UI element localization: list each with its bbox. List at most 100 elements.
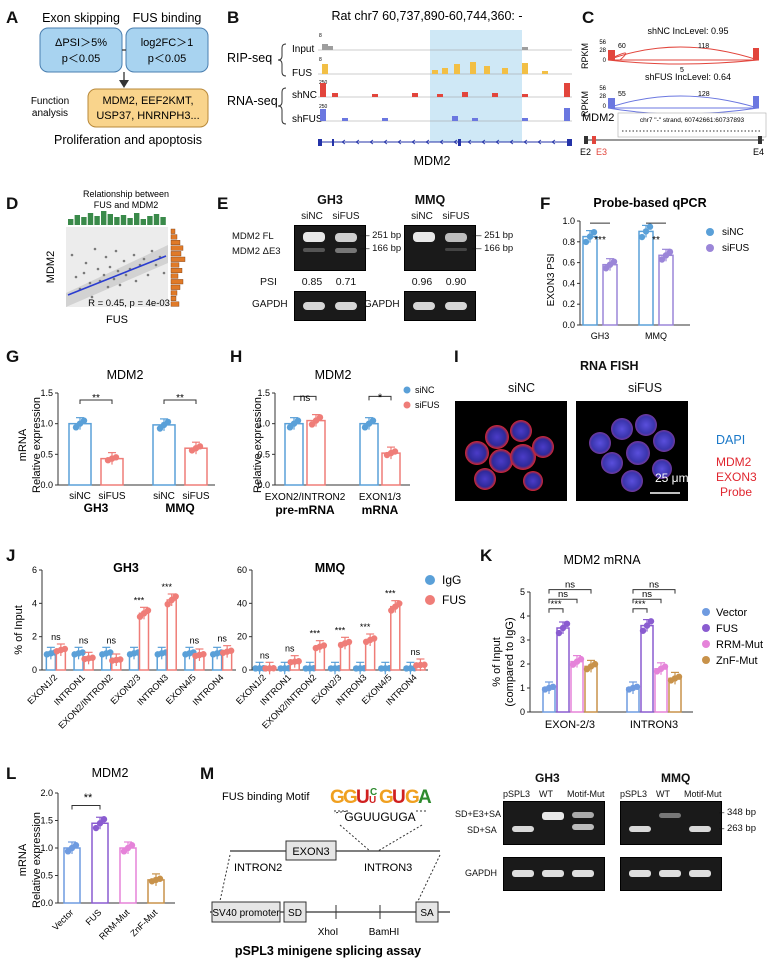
data-point [559,624,567,632]
top-exon-e2 [608,50,615,60]
sig-label: ns [107,635,117,645]
fish-image-sifus [576,401,688,501]
data-point [658,256,666,263]
lane-sinc-gh3: siNC [301,211,323,222]
coverage-peak [522,63,528,74]
data-point [144,607,152,614]
data-point [156,875,164,882]
coverage-peak [462,92,468,97]
scatter-point [134,279,138,283]
tick-label: 0.8 [562,237,575,247]
tick-label: 5 [520,587,525,597]
panel-k-chart: MDM2 mRNA % of Input (compared to IgG) 0… [491,553,763,731]
data-point [96,820,104,827]
caption: Proliferation and apoptosis [54,133,202,147]
data-point [666,248,674,256]
tick-label: 2.0 [40,788,53,798]
tick-label: 6 [32,565,37,575]
band-bot-label: SD+SA [467,825,497,835]
size-251: 251 bp [372,230,402,241]
sig-label: * [378,392,383,404]
svg-text:U: U [392,787,406,808]
tick-label: 1.5 [257,388,270,398]
category-label: RRM-Mut [97,907,132,942]
data-point [308,421,316,428]
fus-binding-box [125,27,209,73]
data-point [643,622,651,629]
sig-label: *** [360,622,371,632]
category-label: Vector [50,907,75,932]
bar [602,263,618,326]
legend-marker [702,640,710,648]
data-point [227,647,235,654]
gel-title-mmq: MMQ [414,193,446,207]
size-251: 251 bp [484,230,514,241]
scale-input: 8 [319,33,322,39]
histogram-bar [170,251,182,257]
panel-letter-k: K [480,546,493,565]
tick-label: 2 [32,632,37,642]
bottom-tick: 56 [599,86,606,92]
panel-l-chart: MDM2 mRNA Relative expression 0.0 0.5 1.0 1… [17,766,175,942]
group-label: EXON1/3 [359,492,402,503]
top-count-2: 118 [698,43,709,50]
histogram-bar [170,301,180,307]
size-251-mmq: — 251 bp [472,230,514,241]
data-point [555,629,563,637]
histogram-bar [114,217,120,225]
sig-label: ns [190,635,200,645]
fish-left-label: siNC [508,381,536,395]
sig-label: *** [161,582,172,592]
chart-title: MDM2 [315,368,352,382]
bar [63,847,81,904]
sig-label: ns [649,580,659,591]
coverage-peak [522,47,528,50]
size-348: – 348 bp [719,807,756,818]
bar [582,235,598,326]
legend-marker [706,244,714,252]
coords-label: chr7 "-" strand, 60742661:60737893 [640,117,745,124]
category-label: siNC [69,491,91,502]
coverage-peak [342,118,348,121]
sig-label: ns [300,393,311,404]
category-label: FUS [84,907,104,927]
chart-title-gh3: GH3 [113,561,139,575]
band-de3-label: MDM2 ΔE3 [232,246,281,257]
gene-exon [458,139,461,146]
scatter-point [82,271,86,275]
svg-text:A: A [418,787,432,808]
data-point [675,673,683,680]
tick-label: 0 [520,707,525,717]
genes-line1: MDM2, EEF2KMT, [102,95,193,107]
panel-a-flowchart: Exon skipping FUS binding ΔPSI＞5% p＜0.05… [31,11,209,147]
bottom-exon-e4 [753,96,759,108]
category-label: siNC [153,491,175,502]
sig-label: *** [634,599,645,610]
sig-label: ns [285,644,295,654]
sig-label: *** [335,625,346,635]
scatter-point [124,273,128,277]
size-263: – 263 bp [719,823,756,834]
panel-j-chart: GH3 MMQ % of Input 0246nsEXON1/2nsINTRON… [13,561,466,731]
gapdh-label: GAPDH [465,868,498,878]
top-count-1: 60 [618,43,626,50]
tick-label: 20 [237,632,247,642]
data-point [421,661,428,668]
scatter-point [114,249,118,253]
scatter-point [116,269,120,273]
sig-label: ns [411,647,421,657]
gene-exon [318,139,322,146]
top-tick: 28 [599,48,606,54]
side-label-1: Function [31,96,69,107]
band [629,870,651,877]
chart-title: MDM2 mRNA [563,553,641,567]
tick-label: 2 [520,659,525,669]
band [335,302,357,310]
coverage-peak [522,94,528,97]
panel-letter-d: D [6,194,19,213]
data-point [72,842,80,849]
band [542,870,564,877]
side-label-2: analysis [32,108,68,119]
tick-label: 0 [32,665,37,675]
group-label: EXON2/INTRON2 [265,492,346,503]
